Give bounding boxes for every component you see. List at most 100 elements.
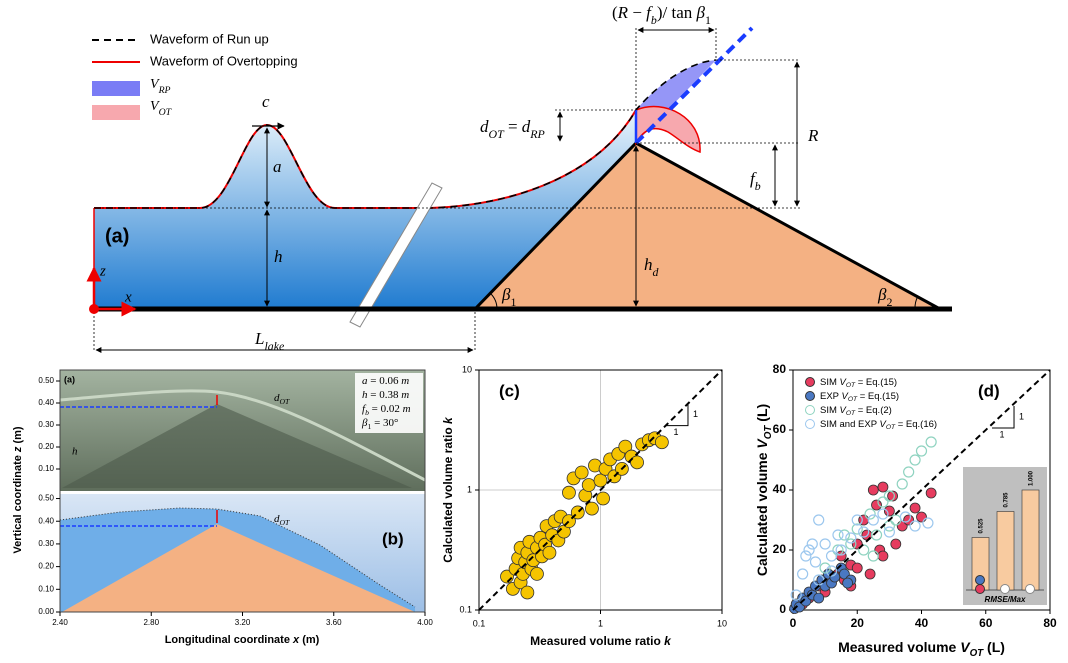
point [877, 496, 889, 508]
inset-marker [1025, 584, 1035, 594]
param-label-part: m [403, 403, 411, 415]
x-axis-title-part: Measured volume ratio [530, 634, 664, 648]
x-axis-title-part: x [292, 634, 300, 646]
inset-marker [975, 575, 985, 585]
point [790, 589, 802, 601]
legend-label: SIM and EXP VOT = Eq.(16) [820, 419, 937, 432]
point [800, 550, 812, 562]
point [903, 514, 915, 526]
legend-label-part: OT [886, 424, 896, 431]
y-tick-label: 0.30 [38, 539, 54, 548]
photo-dam [62, 404, 412, 488]
legend-label: EXP VOT = Eq.(15) [820, 391, 899, 404]
y-tick-label: 0.10 [38, 464, 54, 473]
point [851, 562, 863, 574]
legend-label: Waveform of Run up [150, 31, 269, 46]
y-axis-title-part: (L) [754, 404, 770, 426]
runup-length-label-part: − [628, 3, 646, 22]
y-tick-label: 0.30 [38, 420, 54, 429]
point [813, 592, 825, 604]
y-axis-title-part: k [441, 416, 455, 424]
legend-marker [805, 419, 815, 429]
d-label-part: OT [280, 518, 291, 527]
x-axis-title-part: k [664, 634, 672, 648]
d-label-part: d [274, 392, 280, 404]
x-tick-label: 80 [1043, 616, 1057, 630]
angle-label: β2 [877, 285, 892, 309]
water-body [94, 110, 636, 309]
y-tick-label: 0.40 [38, 516, 54, 525]
point [909, 502, 921, 514]
param-label-part: = 0.38 [368, 389, 402, 401]
identity-line [478, 369, 723, 611]
legend-label: VOT [150, 99, 173, 118]
inset-label: RMSE/Max [985, 595, 1026, 604]
y-tick-label: 0.20 [38, 562, 54, 571]
sim-dam [62, 524, 415, 612]
point [925, 487, 937, 499]
y-axis-title: Vertical coordinate z (m) [12, 426, 24, 553]
x-axis-title-part: (m) [299, 634, 320, 646]
point [871, 499, 882, 511]
point [890, 538, 902, 550]
overtopping-volume [635, 105, 701, 154]
point [909, 520, 921, 532]
point [585, 501, 599, 516]
x-tick-label: 3.60 [326, 618, 342, 627]
channel-break [349, 182, 443, 328]
y-tick-label: 0.00 [38, 607, 54, 616]
panel-label: (b) [382, 529, 404, 548]
legend-label-part: OT [846, 410, 856, 417]
point [877, 550, 889, 562]
point [867, 550, 879, 562]
point [887, 490, 898, 502]
x-tick-label: 1 [598, 618, 603, 628]
overtopping-depth-label-part: d [480, 117, 489, 136]
angle-arc [489, 292, 498, 310]
y-axis-title-part: V [754, 438, 770, 449]
angle-label-part: β [877, 285, 887, 304]
angle-arc [914, 295, 919, 310]
d-label: dOT [274, 392, 290, 407]
param-label: β1 = 30° [361, 417, 398, 432]
overtopping-depth-label-part: RP [529, 127, 545, 141]
inset-value-label: 1.000 [1029, 470, 1035, 486]
slope-triangle [665, 403, 689, 427]
angle-label: β1 [501, 285, 516, 309]
point [809, 556, 822, 568]
y-tick-label: 0 [779, 602, 786, 616]
point [867, 514, 879, 526]
dam-height-label-part: h [644, 255, 653, 274]
y-tick-label: 0.50 [38, 376, 54, 385]
point [630, 455, 644, 470]
point [909, 454, 921, 466]
y-tick-label: 0.20 [38, 442, 54, 451]
plot-frame [478, 369, 723, 611]
param-label: h = 0.38 m [362, 389, 409, 401]
point [851, 523, 863, 535]
point [899, 511, 912, 523]
point [574, 465, 589, 480]
y-tick-label: 0.40 [38, 398, 54, 407]
amplitude-label: a [273, 157, 282, 176]
axis-label: z [99, 263, 106, 279]
panel-label: (d) [978, 381, 1000, 400]
legend-label-part: V [150, 99, 160, 114]
legend-marker [805, 377, 815, 387]
inset-marker [975, 584, 985, 594]
legend-label-part: V [840, 405, 848, 416]
slope-extension [634, 26, 754, 145]
x-axis-title: Measured volume ratio k [530, 634, 672, 648]
point [581, 478, 596, 492]
slope-label: 1 [1000, 429, 1005, 439]
legend-label-part: OT [848, 396, 858, 403]
point [803, 544, 815, 556]
legend-label-part: SIM [820, 377, 840, 388]
y-axis-title-part: OT [763, 425, 774, 440]
legend-label: SIM VOT = Eq.(2) [820, 405, 892, 418]
y-axis-title-part: z [12, 446, 24, 453]
angle-label-part: β [501, 285, 511, 304]
y-axis-title-part: Vertical coordinate [12, 452, 24, 553]
param-label-part: b [365, 408, 369, 417]
inset-bar [996, 511, 1015, 591]
